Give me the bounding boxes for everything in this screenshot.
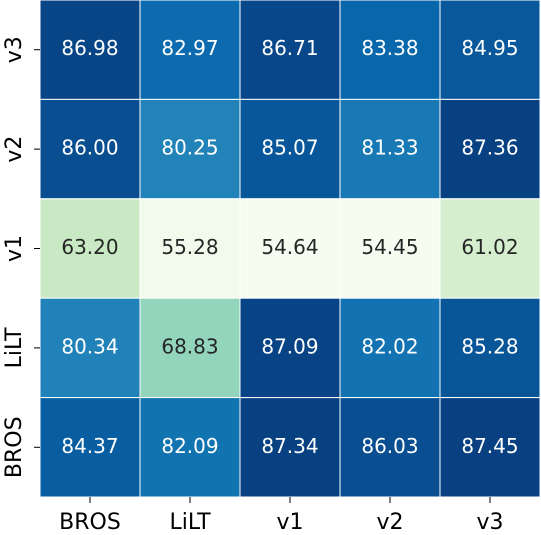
heatmap-cell — [139, 0, 241, 100]
x-tick-label: BROS — [59, 510, 121, 535]
cell-label: 55.28 — [161, 235, 218, 259]
y-tick-label: v1 — [2, 235, 27, 262]
cell-label: 84.95 — [461, 36, 518, 60]
y-tick-label: v3 — [2, 36, 27, 63]
cell-label: 84.37 — [61, 434, 118, 458]
heatmap-cell — [39, 297, 141, 399]
cell-label: 81.33 — [361, 136, 418, 160]
y-tick-label: v2 — [2, 136, 27, 163]
cell-label: 87.45 — [461, 434, 518, 458]
heatmap-cell — [139, 397, 241, 498]
cell-label: 80.34 — [61, 334, 118, 358]
heatmap-cell — [139, 98, 241, 200]
heatmap-cell — [139, 297, 241, 399]
heatmap-cell — [239, 0, 341, 100]
heatmap-cell — [339, 198, 441, 299]
cell-label: 87.09 — [261, 334, 318, 358]
cell-label: 86.71 — [261, 36, 318, 60]
heatmap-cell — [39, 98, 141, 200]
heatmap-cell — [239, 297, 341, 399]
x-tick-label: v2 — [376, 510, 403, 535]
heatmap-cell — [439, 0, 541, 100]
heatmap-cell — [239, 198, 341, 299]
cell-label: 86.98 — [61, 36, 118, 60]
heatmap-cell — [339, 297, 441, 399]
heatmap-cell — [439, 397, 541, 498]
heatmap-cell — [239, 397, 341, 498]
cell-label: 87.36 — [461, 136, 518, 160]
heatmap-cell — [339, 0, 441, 100]
heatmap-cell — [339, 397, 441, 498]
x-tick-label: LiLT — [169, 510, 211, 535]
x-tick-label: v1 — [276, 510, 303, 535]
cell-label: 85.07 — [261, 136, 318, 160]
y-tick-label: BROS — [2, 416, 27, 478]
y-tick-label: LiLT — [2, 327, 27, 369]
heatmap-cell — [439, 98, 541, 200]
cell-label: 61.02 — [461, 235, 518, 259]
cell-label: 63.20 — [61, 235, 118, 259]
heatmap-cell — [439, 198, 541, 299]
heatmap-cell — [439, 297, 541, 399]
cell-label: 54.64 — [261, 235, 318, 259]
heatmap-cell — [139, 198, 241, 299]
cell-label: 86.00 — [61, 136, 118, 160]
cell-label: 82.02 — [361, 334, 418, 358]
x-tick-label: v3 — [476, 510, 503, 535]
cell-label: 83.38 — [361, 36, 418, 60]
cell-label: 54.45 — [361, 235, 418, 259]
cell-label: 68.83 — [161, 334, 218, 358]
cell-label: 82.09 — [161, 434, 218, 458]
cell-label: 85.28 — [461, 334, 518, 358]
heatmap-cell — [39, 397, 141, 498]
cell-label: 86.03 — [361, 434, 418, 458]
heatmap-cell — [239, 98, 341, 200]
cell-label: 82.97 — [161, 36, 218, 60]
cell-label: 87.34 — [261, 434, 318, 458]
cell-label: 80.25 — [161, 136, 218, 160]
heatmap-cell — [39, 0, 141, 100]
